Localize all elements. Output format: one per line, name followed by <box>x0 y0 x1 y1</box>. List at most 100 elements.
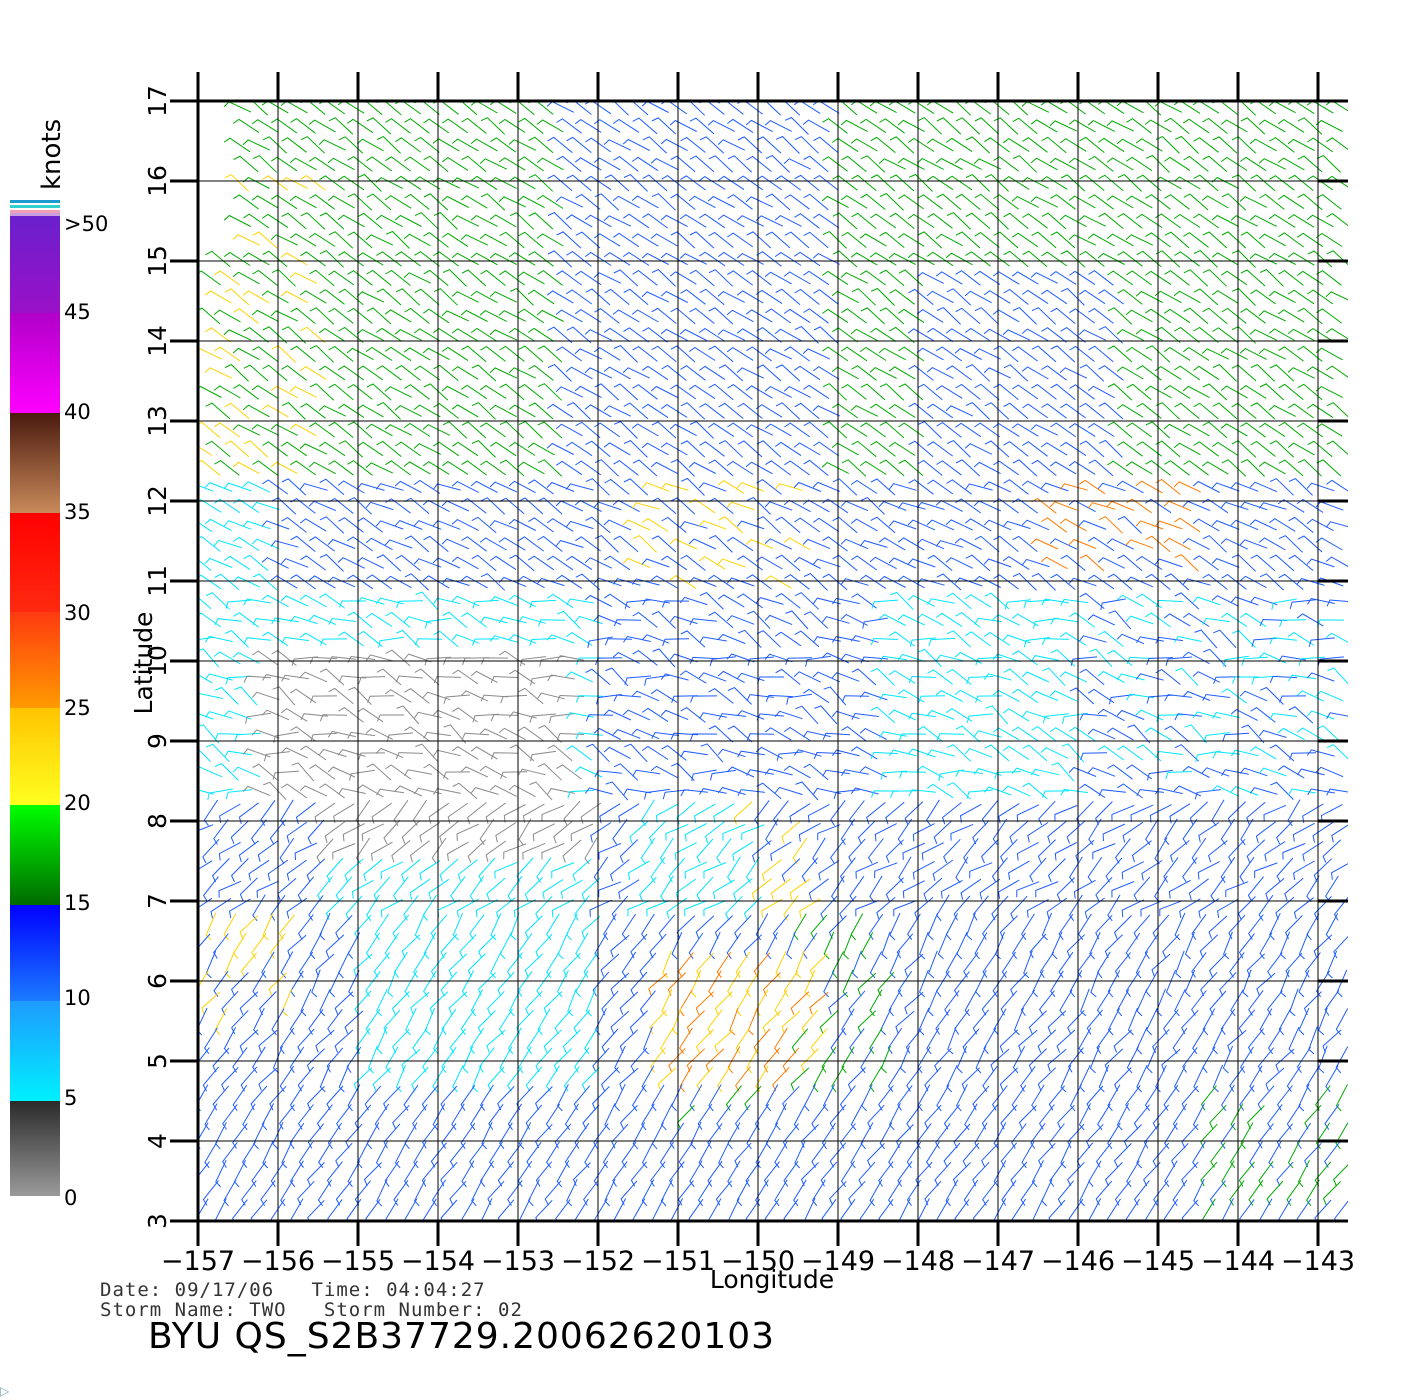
wind-barb <box>1026 898 1049 918</box>
wind-barb <box>392 991 410 1016</box>
wind-barb <box>375 1141 388 1169</box>
wind-barb <box>714 915 733 940</box>
wind-barb <box>589 899 613 917</box>
wind-barb <box>775 950 787 979</box>
wind-barb <box>295 802 316 825</box>
wind-barb <box>1282 843 1306 860</box>
wind-barb <box>1183 232 1209 248</box>
wind-barb <box>661 101 688 115</box>
wind-barb <box>396 705 420 725</box>
wind-barb <box>1193 250 1218 268</box>
wind-barb <box>678 1141 694 1168</box>
wind-barb <box>1022 137 1048 153</box>
wind-barb <box>1257 1047 1274 1073</box>
wind-barb <box>268 972 288 996</box>
wind-barb <box>1041 638 1070 646</box>
wind-barb <box>850 913 864 941</box>
wind-barb <box>1211 799 1225 827</box>
wind-barb <box>1076 1142 1094 1168</box>
wind-barb <box>318 405 347 417</box>
wind-barb <box>1116 138 1144 152</box>
wind-barb <box>1278 118 1305 133</box>
wind-barb <box>869 1027 883 1055</box>
wind-barb <box>670 497 696 515</box>
wind-barb <box>385 230 410 249</box>
wind-barb <box>650 385 678 398</box>
wind-barb <box>556 270 582 286</box>
wind-barb <box>1249 214 1277 227</box>
wind-barb <box>765 1084 779 1112</box>
wind-barb <box>1322 1181 1341 1206</box>
wind-barb <box>395 288 421 306</box>
wind-barb <box>1042 790 1070 798</box>
wind-barb <box>650 1161 666 1187</box>
wind-barb <box>442 421 468 439</box>
wind-barb <box>851 212 877 229</box>
wind-barb <box>745 119 773 133</box>
wind-barb <box>309 307 335 325</box>
wind-barb <box>756 630 782 648</box>
wind-barb <box>708 459 734 477</box>
wind-barb <box>441 385 469 399</box>
wind-barb <box>536 194 564 209</box>
product-title: BYU QS_S2B37729.20062620103 <box>148 1316 776 1357</box>
wind-barb <box>1155 1064 1167 1093</box>
wind-barb <box>699 136 725 154</box>
wind-barb <box>1087 614 1116 626</box>
wind-barb <box>1313 858 1333 882</box>
wind-barb <box>898 856 912 884</box>
wind-barb <box>1211 520 1240 530</box>
wind-barb <box>290 345 316 362</box>
wind-barb <box>1256 972 1276 996</box>
wind-barb <box>556 655 584 662</box>
wind-barb <box>327 538 356 549</box>
wind-barb <box>469 914 485 940</box>
wind-barb <box>414 288 440 306</box>
wind-barb <box>926 1027 940 1055</box>
wind-barb <box>926 519 955 531</box>
wind-barb <box>262 674 290 681</box>
wind-barb <box>1098 1064 1110 1093</box>
wind-barb <box>1231 287 1256 306</box>
wind-barb <box>1145 345 1171 363</box>
wind-barb <box>1317 656 1344 666</box>
wind-barb <box>214 346 241 362</box>
wind-barb <box>764 727 792 741</box>
wind-barb <box>1060 554 1086 571</box>
wind-barb <box>1182 423 1210 437</box>
wind-barb <box>1125 309 1153 323</box>
wind-barb <box>198 692 223 699</box>
wind-barb <box>384 689 412 703</box>
wind-barb <box>1098 630 1124 647</box>
wind-barb <box>1313 934 1333 958</box>
wind-barb <box>639 952 657 978</box>
wind-barb <box>603 215 632 227</box>
wind-barb <box>198 748 211 762</box>
latitude-tick-label: 10 <box>143 645 172 677</box>
wind-barb <box>848 800 865 826</box>
wind-barb <box>736 290 764 304</box>
wind-barb <box>213 970 229 997</box>
wind-barb <box>594 932 608 960</box>
wind-barb <box>198 897 213 909</box>
wind-barb <box>783 158 812 170</box>
wind-barb <box>859 460 887 475</box>
wind-barb <box>547 593 574 609</box>
wind-barb <box>385 764 412 780</box>
wind-barb <box>1155 750 1183 758</box>
wind-barb <box>791 1028 809 1054</box>
wind-barb <box>849 1028 865 1054</box>
wind-barb <box>477 1010 496 1035</box>
wind-barb <box>261 951 275 979</box>
wind-barb <box>224 288 250 306</box>
wind-barb <box>257 840 278 862</box>
wind-barb <box>575 573 601 591</box>
wind-barb <box>356 557 385 569</box>
wind-barb <box>1278 421 1304 438</box>
wind-barb <box>270 895 286 921</box>
wind-barb <box>698 482 727 492</box>
wind-barb <box>783 1161 799 1187</box>
wind-barb <box>1239 1085 1255 1111</box>
wind-barb <box>745 1160 761 1187</box>
wind-barb <box>335 876 353 902</box>
